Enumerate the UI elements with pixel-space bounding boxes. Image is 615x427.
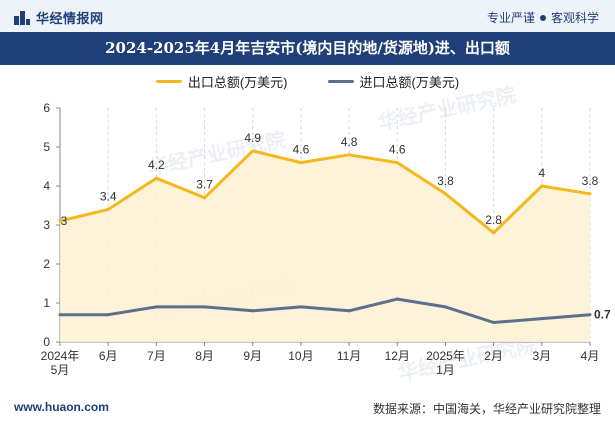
y-tick-label-6: 6 <box>43 101 50 115</box>
y-tick-label-4: 4 <box>43 179 50 193</box>
tagline-left: 专业严谨 <box>486 11 535 25</box>
import-point-7 <box>395 297 399 301</box>
export-data-label-11: 3.8 <box>582 174 599 188</box>
export-data-label-9: 2.8 <box>485 213 502 227</box>
export-point-6 <box>347 153 351 157</box>
footer-source: 数据来源：中国海关，华经产业研究院整理 <box>372 402 601 416</box>
legend-label-import: 进口总额(万美元) <box>359 75 460 90</box>
import-point-4 <box>251 309 255 313</box>
export-point-9 <box>492 231 496 235</box>
legend-swatch-import <box>327 80 354 83</box>
x-tick-label-8-b: 1月 <box>436 363 455 377</box>
export-data-label-8: 3.8 <box>437 174 454 188</box>
x-tick-label-2: 7月 <box>147 349 166 363</box>
x-tick-label-4: 9月 <box>243 349 262 363</box>
export-point-7 <box>395 161 399 165</box>
chart-legend: 出口总额(万美元) 进口总额(万美元) <box>0 72 615 91</box>
y-tick-label-5: 5 <box>43 140 50 154</box>
export-line <box>59 149 591 235</box>
x-tick-label-11: 4月 <box>581 349 600 363</box>
legend-item-export: 出口总额(万美元) <box>155 72 288 91</box>
y-tick-label-2: 2 <box>43 257 50 271</box>
import-point-8 <box>443 305 447 309</box>
export-data-label-2: 4.2 <box>148 158 165 172</box>
x-tick-label-5: 10月 <box>288 349 313 363</box>
export-data-label-1: 3.4 <box>100 189 117 203</box>
export-point-4 <box>251 149 255 153</box>
x-tick-label-0-b: 5月 <box>51 363 70 377</box>
footer-website[interactable]: www.huaon.com <box>14 400 109 414</box>
y-tick-label-0: 0 <box>43 335 50 349</box>
export-point-3 <box>203 196 207 200</box>
tagline: 专业严谨 客观科学 <box>487 9 599 26</box>
import-point-1 <box>106 313 110 317</box>
import-point-9 <box>492 321 496 324</box>
brand-name: 华经情报网 <box>36 11 104 26</box>
x-tick-label-9: 2月 <box>484 349 503 363</box>
legend-label-export: 出口总额(万美元) <box>187 75 288 90</box>
import-point-10 <box>540 317 544 321</box>
y-tick-label-3: 3 <box>43 218 50 232</box>
x-tick-label-3: 8月 <box>195 349 214 363</box>
export-point-1 <box>106 207 110 211</box>
export-data-label-6: 4.8 <box>341 135 358 149</box>
x-tick-label-7: 12月 <box>385 349 410 363</box>
export-data-label-0: 3 <box>61 214 68 228</box>
export-data-label-4: 4.9 <box>244 131 261 145</box>
import-point-3 <box>203 305 207 309</box>
export-point-0 <box>58 219 62 223</box>
import-point-5 <box>299 305 303 309</box>
export-point-11 <box>588 192 592 196</box>
export-data-label-3: 3.7 <box>196 178 213 192</box>
y-tick-label-1: 1 <box>43 296 50 310</box>
import-line <box>60 297 591 324</box>
top-bar: 华经情报网 专业严谨 客观科学 <box>0 0 615 32</box>
export-point-10 <box>540 184 544 188</box>
x-tick-label-1: 6月 <box>99 349 118 363</box>
import-point-6 <box>347 309 351 313</box>
export-data-label-10: 4 <box>538 166 545 180</box>
export-data-label-7: 4.6 <box>389 143 406 157</box>
export-point-5 <box>299 161 303 165</box>
x-tick-label-10: 3月 <box>532 349 551 363</box>
x-tick-label-8: 2025年 <box>426 349 465 363</box>
brand: 华经情报网 <box>14 8 104 27</box>
import-data-label-11: 0.7 <box>594 308 611 322</box>
import-point-2 <box>154 305 158 309</box>
chart-title: 2024-2025年4月年吉安市(境内目的地/货源地)进、出口额 <box>0 32 615 65</box>
import-point-11 <box>588 313 592 317</box>
legend-swatch-export <box>155 80 182 83</box>
brand-logo-icon <box>14 10 30 25</box>
tagline-dot-icon <box>539 14 546 21</box>
tagline-right: 客观科学 <box>550 11 599 25</box>
export-area <box>60 150 590 342</box>
x-tick-label-0: 2024年 <box>41 349 80 363</box>
x-tick-label-6: 11月 <box>337 349 361 363</box>
import-point-0 <box>58 313 62 317</box>
export-point-2 <box>154 176 158 180</box>
legend-item-import: 进口总额(万美元) <box>327 72 460 91</box>
export-point-8 <box>443 192 447 196</box>
export-data-label-5: 4.6 <box>293 143 310 157</box>
